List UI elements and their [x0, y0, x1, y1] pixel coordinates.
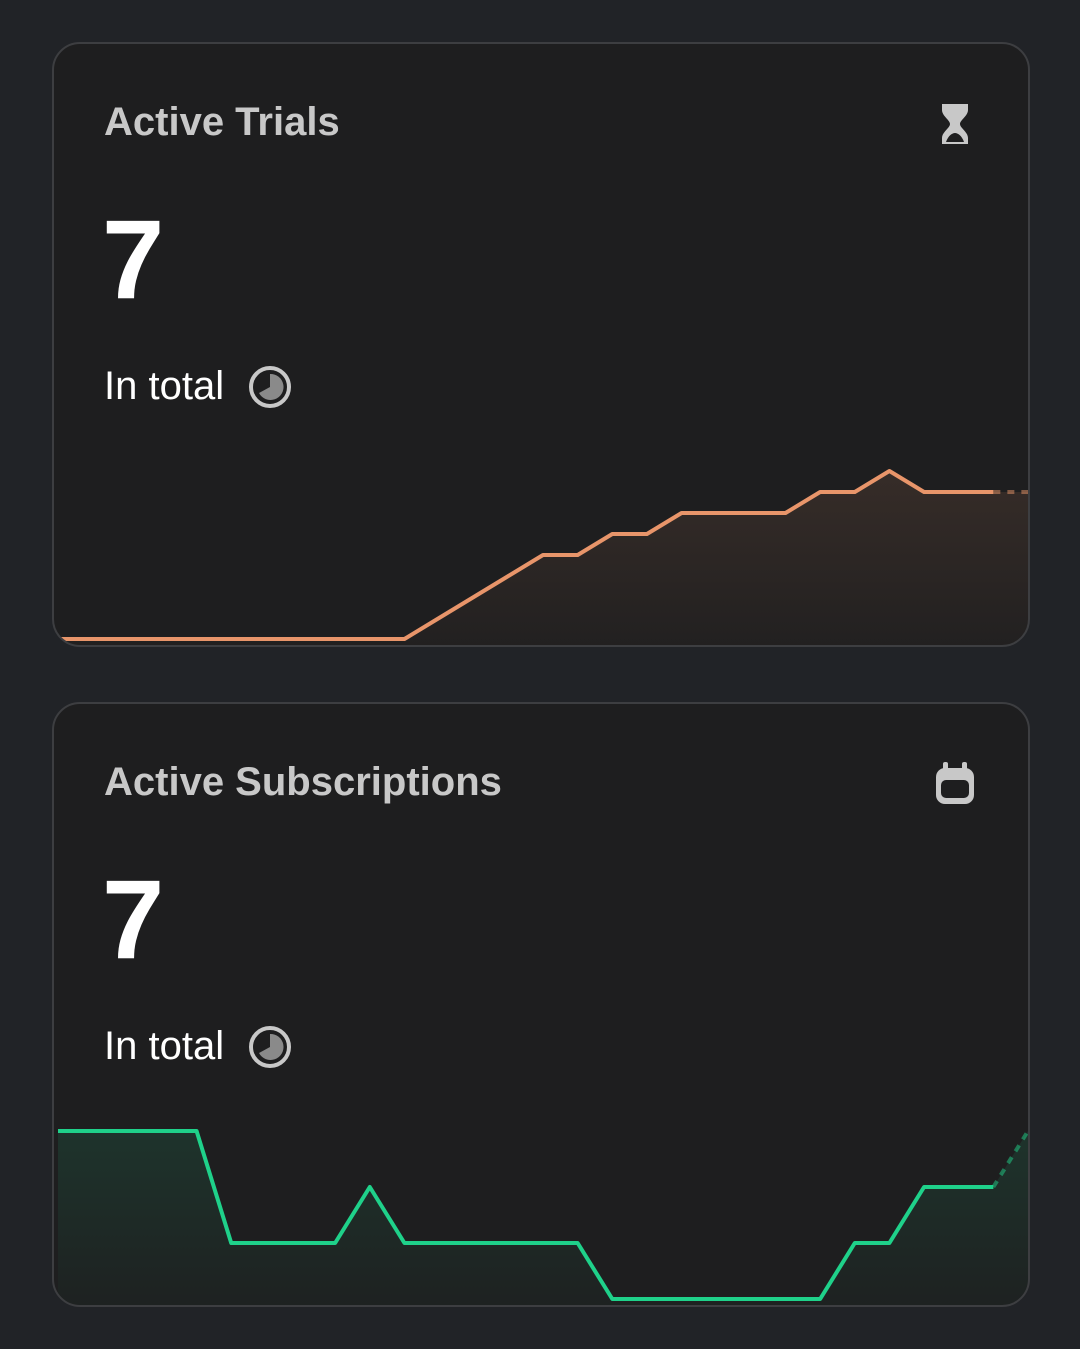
- total-value: 7: [102, 197, 165, 322]
- card-title: Active Subscriptions: [104, 760, 502, 804]
- card-title: Active Trials: [104, 100, 340, 144]
- trials-sparkline: [58, 469, 1028, 645]
- total-value: 7: [102, 857, 165, 982]
- period-pie-icon[interactable]: [248, 1025, 292, 1069]
- chart-area-fill: [58, 1131, 1028, 1305]
- subtitle: In total: [104, 364, 225, 408]
- hourglass-icon: [942, 104, 968, 144]
- subtitle: In total: [104, 1024, 225, 1068]
- chart-area-fill: [58, 471, 1028, 645]
- subscriptions-sparkline: [58, 1129, 1028, 1305]
- chart-projection-line: [991, 1129, 1028, 1189]
- chart-line: [58, 469, 994, 641]
- calendar-icon: [936, 762, 974, 804]
- active-subscriptions-card[interactable]: Active Subscriptions 7 In total: [52, 702, 1030, 1307]
- period-pie-icon[interactable]: [248, 365, 292, 409]
- active-trials-card[interactable]: Active Trials 7 In total: [52, 42, 1030, 647]
- chart-line: [58, 1129, 994, 1301]
